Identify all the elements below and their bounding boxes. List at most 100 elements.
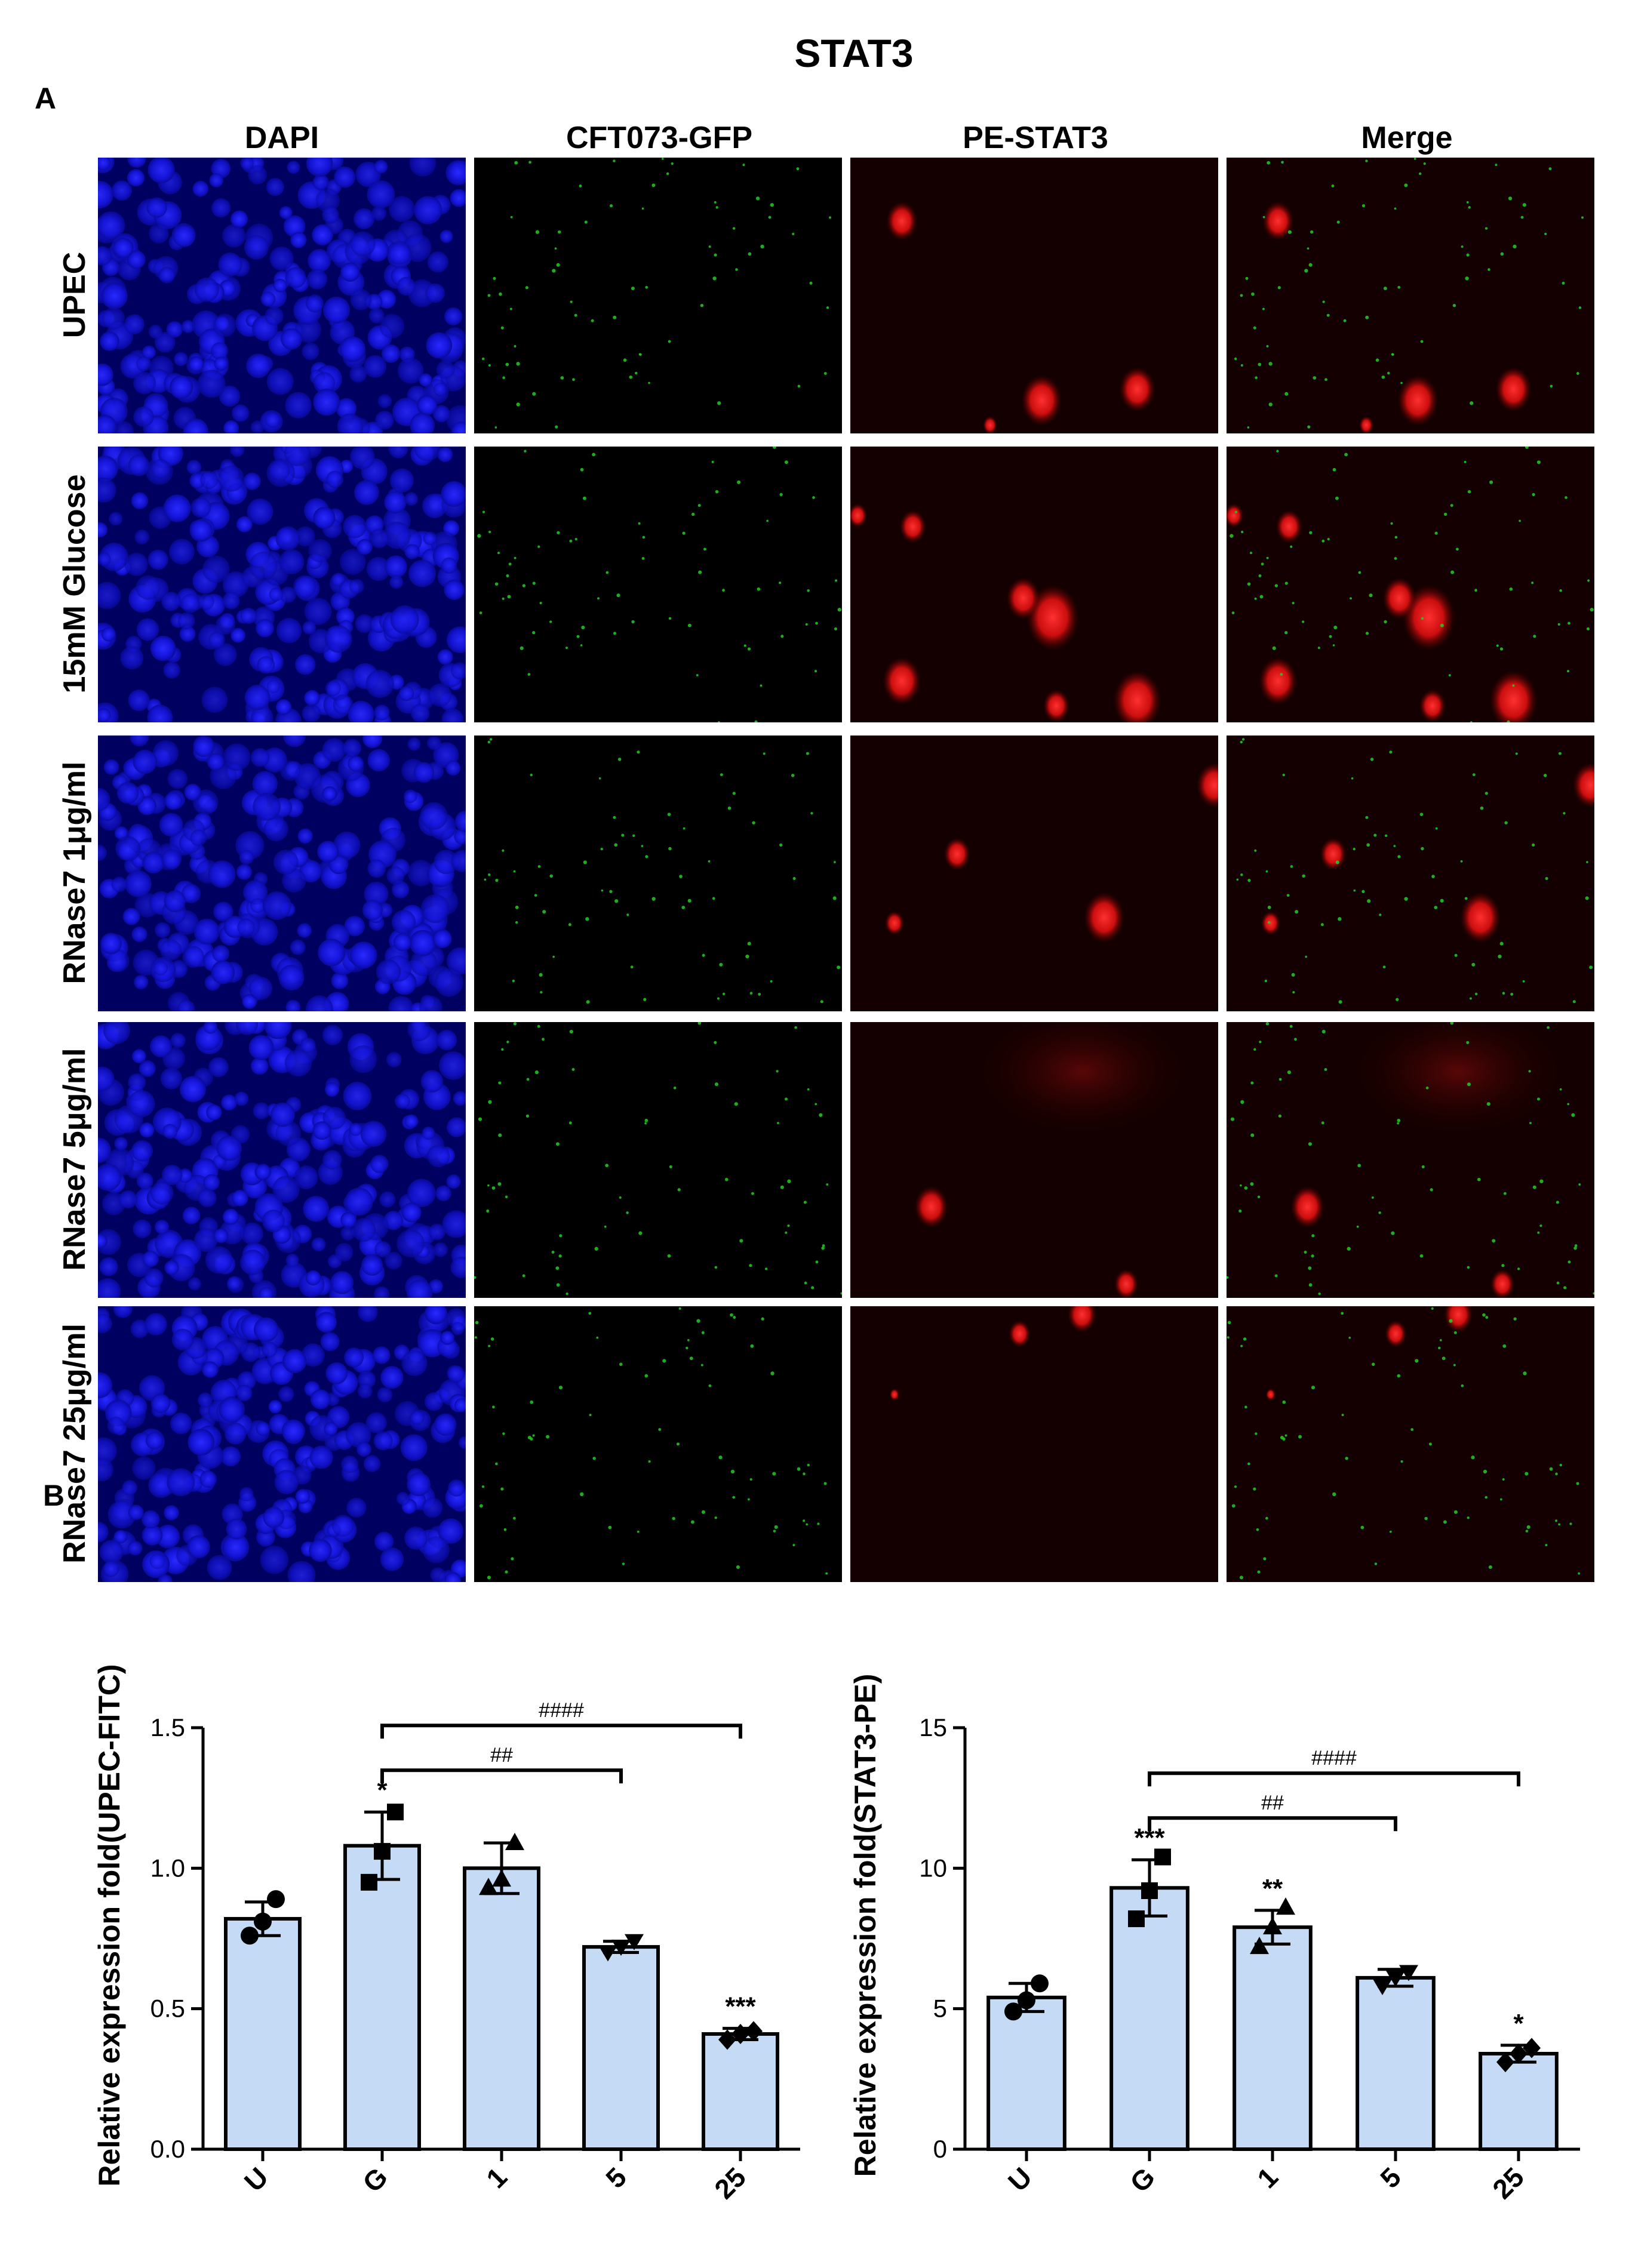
chart-1-significance-label: ** bbox=[1262, 1874, 1283, 1903]
chart-0-y-tick-label: 1.0 bbox=[150, 1854, 185, 1882]
chart-1-y-axis-label: Relative expression fold(STAT3-PE) bbox=[849, 1674, 882, 2177]
chart-stat3-pe: Relative expression fold(STAT3-PE) 051015… bbox=[849, 1674, 1580, 2205]
chart-0-data-point bbox=[625, 1934, 644, 1950]
chart-0-bar-G bbox=[343, 1844, 421, 2151]
chart-0-data-point bbox=[241, 1927, 259, 1945]
chart-1-y-tick-label: 15 bbox=[919, 1713, 947, 1741]
chart-1-bar-G bbox=[1109, 1886, 1190, 2152]
chart-1-x-tick-label: 5 bbox=[1374, 2161, 1407, 2194]
chart-0-y-tick-label: 0.0 bbox=[150, 2135, 185, 2163]
chart-1-y-tick-label: 5 bbox=[933, 1995, 947, 2023]
row-label-rnase7-1: RNase7 1μg/ml bbox=[57, 762, 92, 984]
chart-1-data-point bbox=[1496, 2052, 1514, 2073]
micro-panel-r1-merge bbox=[1227, 447, 1594, 722]
chart-0-data-point bbox=[731, 2024, 749, 2045]
chart-0-data-point bbox=[254, 1912, 272, 1931]
chart-1-data-point bbox=[1276, 1897, 1295, 1915]
chart-0-x-tick-label: 1 bbox=[480, 2161, 513, 2194]
row-label-glucose: 15mM Glucose bbox=[57, 474, 92, 693]
chart-0-bracket-label: ## bbox=[490, 1744, 513, 1767]
chart-0-y-axis-label: Relative expression fold(UPEC-FITC) bbox=[93, 1664, 126, 2186]
chart-1-data-point bbox=[1128, 1910, 1145, 1928]
column-header-pe-stat3: PE-STAT3 bbox=[963, 121, 1108, 155]
chart-0-data-point bbox=[598, 1945, 617, 1962]
chart-1-data-point bbox=[1141, 1882, 1158, 1899]
chart-1-data-point bbox=[1510, 2043, 1527, 2064]
chart-0-bar-U bbox=[224, 1917, 302, 2151]
chart-1-bracket-label: ## bbox=[1261, 1792, 1284, 1814]
micro-panel-r0-gfp bbox=[474, 158, 842, 433]
chart-1-data-point bbox=[1250, 1937, 1269, 1955]
chart-0-data-point bbox=[387, 1804, 404, 1821]
chart-0-data-point bbox=[611, 1940, 631, 1956]
chart-1-bar-25 bbox=[1479, 2051, 1559, 2152]
chart-1-data-point bbox=[1373, 1979, 1392, 1996]
chart-1-comparison-bracket bbox=[1148, 1771, 1520, 1787]
micro-panel-r3-gfp bbox=[474, 1022, 842, 1298]
micro-panel-r0-pe bbox=[850, 158, 1218, 433]
micro-panel-r0-dapi bbox=[98, 158, 466, 433]
chart-upec-fitc: Relative expression fold(UPEC-FITC) 0.0 0.… bbox=[93, 1664, 800, 2205]
column-header-dapi: DAPI bbox=[245, 121, 319, 155]
chart-1-x-tick-label: G bbox=[1124, 2161, 1161, 2198]
panel-a-label: A bbox=[35, 82, 56, 115]
chart-0-comparison-bracket bbox=[380, 1724, 742, 1739]
chart-1-comparison-bracket bbox=[1148, 1816, 1397, 1832]
chart-1-bracket-label: #### bbox=[1311, 1747, 1357, 1770]
chart-0-bracket-label: #### bbox=[539, 1699, 584, 1722]
micro-panel-r0-merge bbox=[1227, 158, 1594, 433]
micro-panel-r2-gfp bbox=[474, 736, 842, 1011]
microscopy-grid bbox=[98, 158, 1594, 1582]
chart-1-data-point bbox=[1031, 1974, 1049, 1993]
panel-b-label: B bbox=[43, 1479, 64, 1512]
micro-panel-r4-gfp bbox=[474, 1306, 842, 1582]
chart-0-significance-label: *** bbox=[725, 1992, 756, 2021]
micro-panel-r2-merge bbox=[1227, 736, 1594, 1011]
micro-panel-r1-pe bbox=[850, 447, 1218, 722]
chart-1-data-point bbox=[1523, 2038, 1541, 2058]
chart-1-data-point bbox=[1004, 2002, 1022, 2021]
chart-0-y-tick-label: 0.5 bbox=[150, 1995, 185, 2023]
chart-1-x-tick-label: U bbox=[1002, 2161, 1038, 2197]
chart-1-significance-label: * bbox=[1513, 2009, 1524, 2038]
micro-panel-r1-dapi bbox=[98, 447, 466, 722]
chart-1-y-tick-label: 0 bbox=[933, 2135, 947, 2163]
chart-0-data-point bbox=[267, 1890, 285, 1909]
chart-0-bar-1 bbox=[463, 1866, 540, 2151]
micro-panel-r3-pe bbox=[850, 1022, 1218, 1298]
row-labels: UPEC 15mM Glucose RNase7 1μg/ml RNase7 5… bbox=[57, 252, 92, 1564]
chart-0-significance-label: * bbox=[377, 1775, 388, 1805]
chart-0-data-point bbox=[505, 1832, 524, 1850]
chart-0-comparison-bracket bbox=[380, 1768, 623, 1784]
micro-panel-r2-pe bbox=[850, 736, 1218, 1011]
micro-panel-r4-pe bbox=[850, 1306, 1218, 1582]
row-label-rnase7-25: RNase7 25μg/ml bbox=[57, 1324, 92, 1564]
chart-0-data-point bbox=[479, 1878, 498, 1895]
chart-0-data-point bbox=[361, 1873, 377, 1891]
chart-0-bar-5 bbox=[582, 1945, 660, 2152]
chart-1-data-point bbox=[1399, 1965, 1418, 1981]
micro-panel-r4-merge bbox=[1227, 1306, 1594, 1582]
chart-1-x-tick-label: 25 bbox=[1486, 2161, 1530, 2205]
micro-panel-r1-gfp bbox=[474, 447, 842, 722]
chart-0-data-point bbox=[492, 1869, 511, 1887]
chart-1-data-point bbox=[1386, 1970, 1405, 1987]
row-label-upec: UPEC bbox=[57, 252, 92, 338]
chart-0-x-tick-label: U bbox=[238, 2161, 274, 2197]
column-header-merge: Merge bbox=[1361, 121, 1452, 155]
chart-1-y-tick-label: 10 bbox=[919, 1854, 947, 1882]
chart-0-data-point bbox=[718, 2029, 736, 2050]
column-header-cft073-gfp: CFT073-GFP bbox=[566, 121, 752, 155]
chart-0-data-point bbox=[745, 2021, 763, 2042]
column-headers: DAPI CFT073-GFP PE-STAT3 Merge bbox=[245, 121, 1453, 155]
chart-0-y-tick-label: 1.5 bbox=[150, 1713, 185, 1741]
chart-1-x-tick-label: 1 bbox=[1251, 2161, 1284, 2194]
chart-0-x-tick-label: 25 bbox=[708, 2161, 752, 2205]
figure-title: STAT3 bbox=[794, 31, 913, 75]
chart-0-bar-25 bbox=[702, 2032, 779, 2151]
chart-1-data-point bbox=[1263, 1917, 1282, 1935]
micro-panel-r4-dapi bbox=[98, 1306, 466, 1582]
chart-0-x-tick-label: G bbox=[356, 2161, 394, 2198]
chart-1-bar-5 bbox=[1356, 1975, 1436, 2151]
